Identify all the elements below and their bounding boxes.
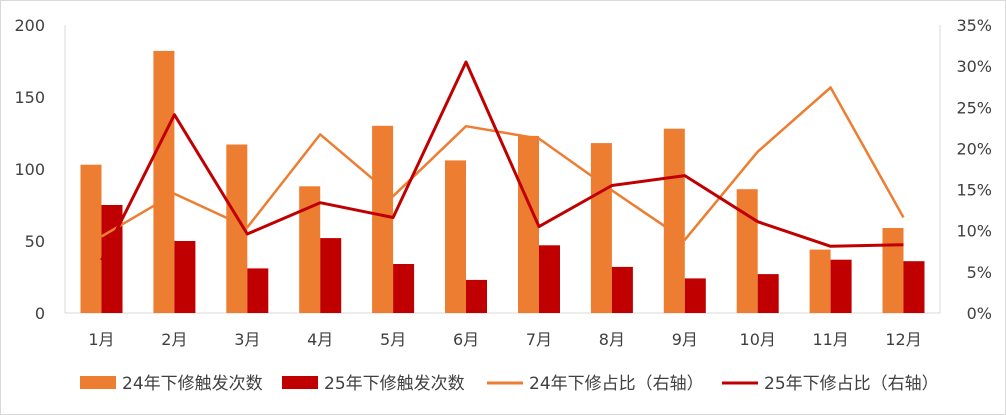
bar-24 (809, 249, 831, 313)
bar-25 (466, 279, 487, 313)
left-tick-label: 0 (35, 304, 45, 323)
legend-label: 25年下修触发次数 (324, 374, 465, 394)
bar-24 (736, 189, 758, 313)
bar-25 (757, 274, 779, 313)
bar-24 (299, 186, 321, 313)
bar-25 (903, 261, 925, 313)
category-label: 11月 (812, 330, 848, 349)
legend-swatch (80, 376, 116, 389)
right-tick-label: 25% (956, 98, 992, 117)
right-tick-label: 0% (967, 304, 992, 323)
category-label: 1月 (88, 330, 114, 349)
bar-24 (153, 50, 175, 314)
bar-24 (663, 128, 685, 313)
right-tick-label: 15% (956, 181, 992, 200)
bar-25 (393, 264, 415, 313)
axes (64, 25, 941, 314)
right-tick-label: 20% (956, 139, 992, 158)
bar-24 (372, 125, 394, 313)
legend-label: 24年下修占比（右轴） (529, 374, 704, 394)
line-25 (100, 60, 904, 261)
bar-25 (247, 268, 269, 313)
tick-labels: 0 50 100 150 200 0% 5% 10% 15% 20% 25% 30% 35% 1月 2月 3月… (14, 16, 992, 349)
bar-24 (590, 143, 612, 313)
bar-24 (445, 160, 466, 313)
category-label: 2月 (161, 330, 187, 349)
left-tick-label: 200 (14, 16, 45, 35)
legend-label: 25年下修占比（右轴） (764, 374, 939, 394)
right-tick-label: 30% (956, 57, 992, 76)
category-label: 6月 (453, 330, 479, 349)
category-label: 8月 (599, 330, 625, 349)
category-label: 3月 (234, 330, 260, 349)
legend-label: 24年下修触发次数 (122, 374, 263, 394)
category-label: 7月 (526, 330, 552, 349)
bar-24 (518, 135, 539, 313)
line-series (100, 60, 905, 261)
category-label: 5月 (380, 330, 406, 349)
legend: 24年下修触发次数 25年下修触发次数 24年下修占比（右轴） 25年下修占比（右轴） (80, 374, 939, 394)
left-tick-label: 100 (14, 160, 45, 179)
legend-swatch (282, 376, 318, 389)
bar-25 (174, 241, 196, 313)
left-tick-label: 50 (25, 232, 45, 251)
category-label: 9月 (672, 330, 698, 349)
category-label: 4月 (307, 330, 333, 349)
right-tick-label: 10% (956, 222, 992, 241)
right-tick-label: 5% (967, 263, 992, 282)
bar-25 (539, 245, 560, 313)
bar-24 (226, 144, 248, 313)
bar-series (80, 50, 925, 314)
bar-25 (101, 205, 123, 313)
category-label: 10月 (740, 330, 776, 349)
bar-25 (611, 266, 633, 313)
bar-24 (882, 228, 904, 313)
left-tick-label: 150 (14, 88, 45, 107)
bar-25 (684, 278, 706, 313)
bar-24 (80, 164, 102, 313)
right-tick-label: 35% (956, 16, 992, 35)
category-label: 12月 (885, 330, 921, 349)
bar-25 (320, 238, 342, 313)
bar-25 (830, 259, 852, 313)
line-24 (100, 86, 905, 242)
